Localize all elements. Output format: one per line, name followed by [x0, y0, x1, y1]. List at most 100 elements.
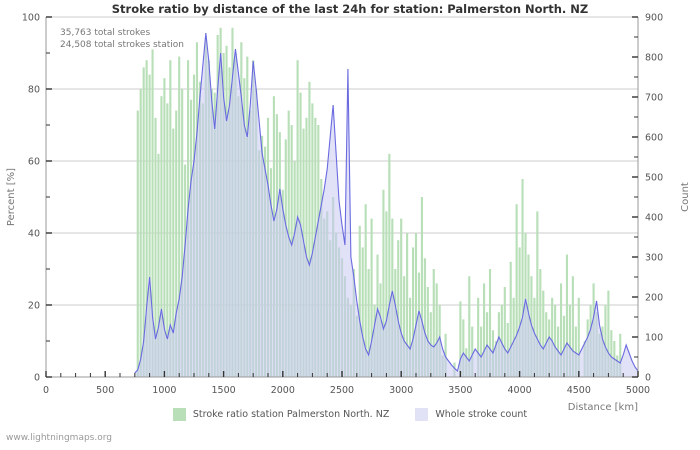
tick-label-bottom: 1000 [152, 385, 176, 396]
bar [409, 297, 412, 377]
bar [385, 211, 388, 377]
bar [471, 326, 474, 377]
bar [604, 305, 607, 377]
bar [311, 103, 314, 378]
bar [145, 60, 148, 377]
tick-label-bottom: 4500 [567, 385, 591, 396]
bar [148, 74, 151, 377]
bar [361, 247, 364, 377]
bar [367, 269, 370, 377]
tick-label-bottom: 2500 [330, 385, 354, 396]
chart-title: Stroke ratio by distance of the last 24h… [111, 2, 589, 16]
bar [157, 153, 160, 377]
tick-label-bottom: 500 [96, 385, 114, 396]
axis-label-y-left: Percent [%] [6, 168, 17, 226]
tick-label-left: 0 [34, 373, 40, 384]
bar [444, 333, 447, 377]
bar [577, 297, 580, 377]
tick-label-right: 400 [645, 213, 663, 224]
bar [181, 89, 184, 377]
bar [554, 305, 557, 377]
legend-swatch-stroke-ratio [172, 408, 186, 421]
tick-label-right: 100 [645, 333, 663, 344]
tick-label-bottom: 2000 [271, 385, 295, 396]
tick-label-left: 80 [28, 85, 40, 96]
tick-label-right: 900 [645, 13, 663, 24]
bar [488, 269, 492, 377]
bar [515, 204, 518, 377]
bar [503, 287, 506, 377]
tick-label-right: 300 [645, 253, 663, 264]
bar [160, 96, 163, 377]
legend-item-whole-stroke-count[interactable]: Whole stroke count [415, 408, 527, 421]
bar [151, 49, 154, 378]
legend-swatch-whole-stroke-count [415, 408, 429, 421]
bar [459, 301, 462, 377]
bar [420, 197, 423, 377]
bar [607, 290, 610, 377]
legend-item-stroke-ratio[interactable]: Stroke ratio station Palmerston North. N… [172, 408, 390, 421]
bar [559, 283, 563, 377]
tick-label-bottom: 3500 [448, 385, 472, 396]
bar [562, 315, 566, 377]
bar [565, 254, 569, 377]
tick-label-right: 500 [645, 173, 663, 184]
tick-label-bottom: 4000 [508, 385, 532, 396]
tick-label-right: 800 [645, 53, 663, 64]
bar [506, 323, 509, 377]
bar [308, 81, 311, 378]
bar [483, 283, 486, 377]
tick-label-left: 40 [28, 229, 40, 240]
bar [411, 247, 415, 377]
bar [542, 290, 545, 377]
bar [172, 128, 175, 377]
bar [574, 326, 577, 377]
bar [142, 67, 145, 378]
site-footer-text: www.lightningmaps.org [6, 433, 112, 443]
annotation-line-1: 24,508 total strokes station [60, 40, 184, 50]
annotation-line-0: 35,763 total strokes [60, 28, 150, 38]
bar [163, 78, 166, 377]
bar [166, 103, 169, 378]
tick-label-bottom: 1500 [212, 385, 236, 396]
bar [610, 330, 613, 377]
bar [397, 240, 400, 377]
bar [571, 276, 574, 377]
bar [619, 333, 622, 377]
legend-label-stroke-ratio: Stroke ratio station Palmerston North. N… [192, 409, 390, 420]
bar [539, 269, 542, 377]
tick-label-right: 700 [645, 93, 663, 104]
bar [154, 117, 157, 378]
tick-label-left: 60 [28, 157, 40, 168]
bar [521, 179, 524, 377]
bar [512, 297, 515, 377]
area-whole-stroke-count [134, 33, 639, 377]
bar [435, 283, 438, 377]
bar [432, 269, 435, 377]
bar [480, 326, 483, 377]
axis-label-x: Distance [km] [568, 402, 638, 413]
tick-label-right: 600 [645, 133, 663, 144]
bar [568, 305, 571, 377]
bar [477, 297, 480, 377]
bar [370, 218, 373, 377]
bar [426, 287, 429, 377]
tick-label-left: 100 [22, 13, 40, 24]
tick-label-bottom: 0 [43, 385, 49, 396]
tick-label-right: 200 [645, 293, 663, 304]
bar [536, 211, 539, 377]
bar [462, 319, 465, 377]
bar [500, 305, 503, 377]
bar [551, 297, 554, 377]
bar [169, 60, 172, 377]
bar [388, 153, 391, 377]
tick-label-right: 0 [645, 373, 651, 384]
bar [364, 204, 367, 377]
bar [382, 189, 385, 377]
bar [414, 233, 418, 377]
axis-label-y-right: Count [680, 182, 691, 212]
chart-legend: Stroke ratio station Palmerston North. N… [0, 408, 700, 421]
tick-label-bottom: 3000 [389, 385, 413, 396]
